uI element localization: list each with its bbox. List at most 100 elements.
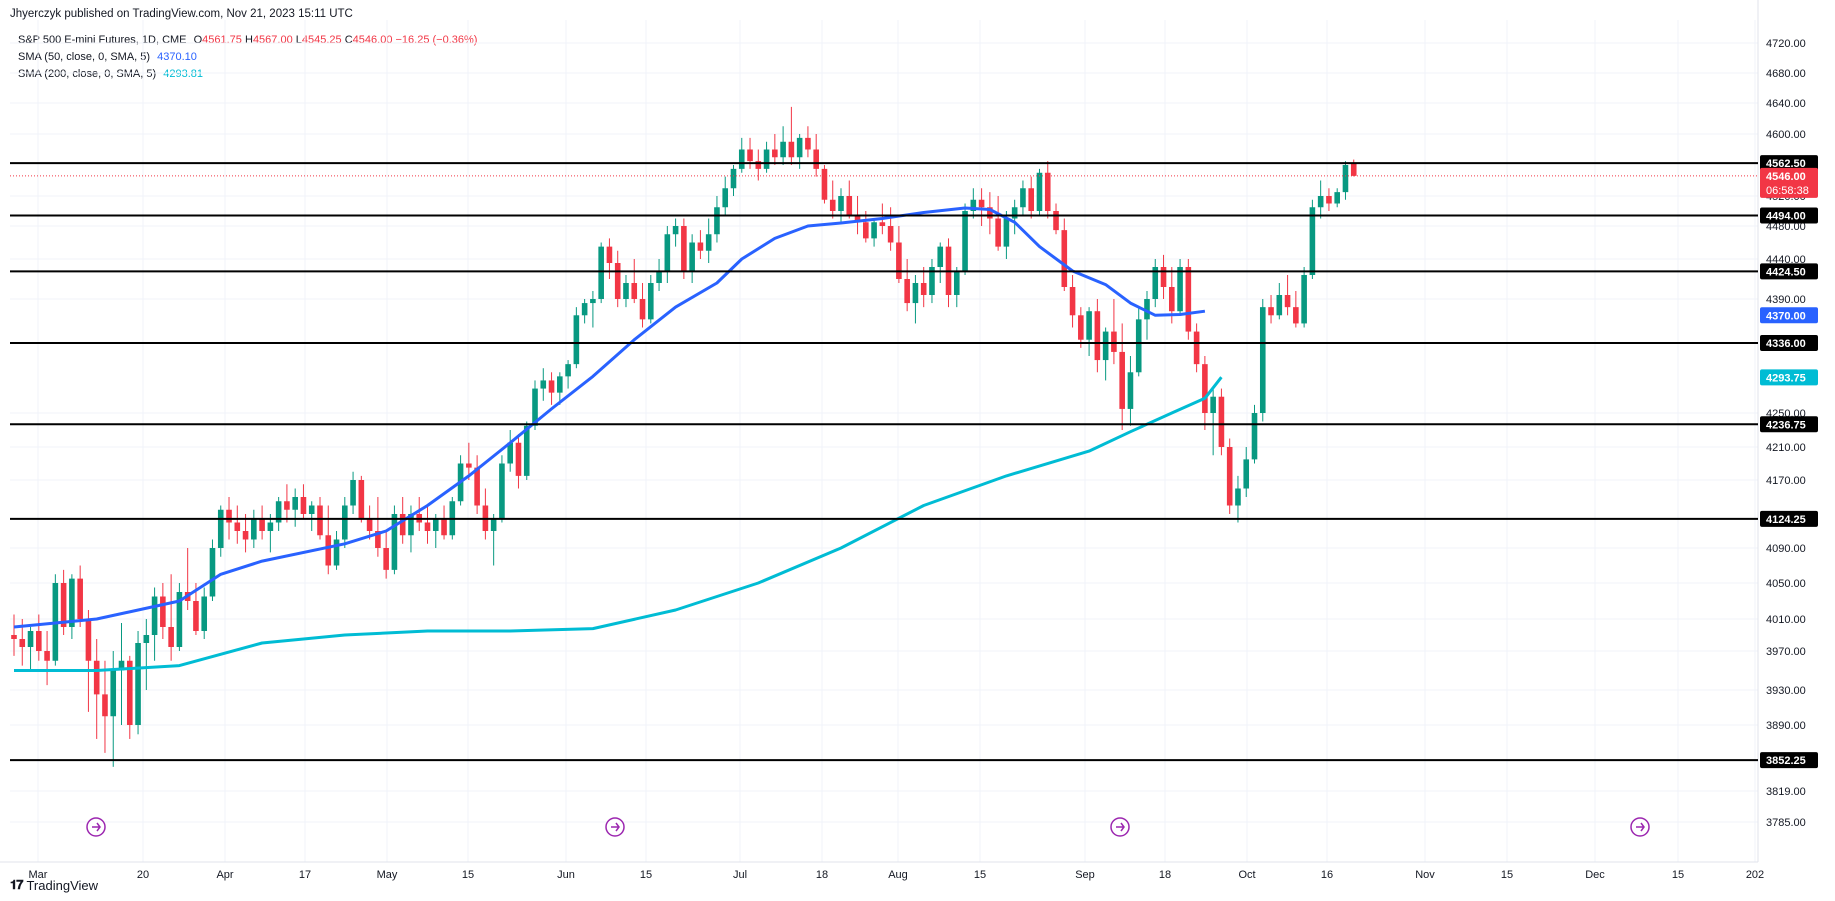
- candle-body: [970, 199, 977, 211]
- candle-body: [705, 234, 712, 251]
- candle-body: [1350, 163, 1357, 176]
- candle-body: [1119, 351, 1125, 409]
- candle-body: [102, 694, 108, 717]
- candle-body: [788, 141, 795, 158]
- candle-body: [85, 619, 92, 661]
- candle-body: [1235, 488, 1241, 506]
- level-price-tag-bg: [1760, 510, 1818, 527]
- time-tick-label: Apr: [216, 869, 233, 881]
- candle-body: [432, 518, 439, 531]
- candle-body: [375, 531, 381, 548]
- candle-body: [656, 271, 662, 283]
- candle-body: [581, 303, 588, 316]
- candle-body: [598, 246, 604, 299]
- candle-body: [920, 283, 927, 295]
- candle-body: [1293, 307, 1299, 324]
- candle-body: [1152, 267, 1159, 299]
- price-tick-label: 4640.00: [1766, 98, 1806, 110]
- sma200-price-tag: 4293.75: [1766, 372, 1806, 384]
- published-caption: Jhyerczyk published on TradingView.com, …: [10, 8, 353, 20]
- candle-body: [300, 497, 307, 514]
- high-label: H: [244, 34, 253, 46]
- candle-body: [176, 592, 183, 647]
- time-tick-label: Nov: [1415, 869, 1435, 881]
- time-tick-label: 18: [1159, 869, 1171, 881]
- last-price-tag: 4546.00: [1766, 171, 1806, 183]
- time-tick-label: 15: [974, 869, 986, 881]
- candle-body: [681, 226, 687, 271]
- time-tick-label: Oct: [1238, 869, 1255, 881]
- price-tick-label: 4390.00: [1766, 294, 1806, 306]
- candle-body: [1334, 192, 1340, 204]
- candle-body: [284, 501, 290, 510]
- candle-body: [896, 242, 902, 279]
- candle-body: [730, 168, 737, 189]
- candle-body: [201, 596, 208, 631]
- candle-body: [573, 315, 580, 365]
- level-price-tag-bg: [1760, 207, 1818, 224]
- sma200-value: 4293.81: [163, 68, 203, 80]
- event-arrow-icon: [1116, 822, 1125, 832]
- candle-body: [1177, 267, 1183, 312]
- event-arrow-icon: [1636, 822, 1645, 832]
- candle-body: [780, 141, 786, 158]
- candle-body: [846, 196, 853, 215]
- level-price-tag: 4562.50: [1766, 158, 1806, 170]
- candle-body: [490, 518, 497, 531]
- candle-body: [1102, 331, 1109, 361]
- candle-body: [606, 246, 613, 263]
- candle-body: [515, 442, 522, 476]
- candle-body: [614, 263, 621, 299]
- candle-body: [36, 631, 42, 651]
- candle-body: [383, 548, 389, 570]
- candle-body: [168, 627, 174, 647]
- candle-body: [317, 505, 323, 536]
- sma50-legend: SMA (50, close, 0, SMA, 5) 4370.10: [18, 51, 197, 63]
- candle-body: [995, 218, 1001, 247]
- candle-body: [548, 380, 555, 393]
- candle-body: [1251, 413, 1258, 460]
- candle-body: [772, 149, 778, 158]
- candle-body: [1342, 165, 1349, 193]
- price-tick-label: 3785.00: [1766, 817, 1806, 829]
- level-price-tag-bg: [1760, 155, 1818, 172]
- candle-body: [854, 214, 861, 223]
- candle-body: [358, 480, 365, 519]
- event-arrow-icon: [611, 822, 620, 832]
- candle-body: [714, 207, 720, 235]
- candle-body: [887, 226, 894, 243]
- time-tick-label: 20: [137, 869, 149, 881]
- candle-body: [813, 149, 819, 169]
- candle-body: [1003, 218, 1010, 247]
- open-label: O: [193, 34, 203, 46]
- price-tick-label: 4170.00: [1766, 475, 1806, 487]
- candle-body: [1061, 230, 1068, 287]
- candle-body: [507, 442, 513, 464]
- candle-body: [1193, 331, 1200, 365]
- candle-body: [647, 283, 654, 320]
- candle-body: [110, 670, 117, 717]
- candle-body: [1078, 315, 1084, 340]
- candle-body: [499, 463, 505, 519]
- low-label: L: [295, 34, 302, 46]
- candle-body: [69, 578, 75, 627]
- candle-body: [821, 168, 828, 200]
- candle-body: [978, 199, 985, 208]
- tradingview-logo-icon: 𝟏𝟕: [10, 877, 24, 892]
- candle-body: [838, 196, 844, 211]
- candle-body: [11, 635, 17, 639]
- candle-body: [565, 364, 571, 377]
- candle-body: [226, 509, 232, 523]
- candle-body: [1135, 319, 1142, 373]
- candle-body: [151, 596, 158, 635]
- price-tick-label: 4720.00: [1766, 38, 1806, 50]
- candle-body: [1053, 211, 1059, 231]
- time-tick-label: Mar: [29, 869, 48, 881]
- candle-body: [308, 505, 315, 514]
- candle-body: [275, 501, 282, 523]
- candle-body: [623, 283, 629, 299]
- candle-body: [879, 222, 886, 226]
- level-price-tag: 4336.00: [1766, 338, 1806, 350]
- candle-body: [523, 425, 530, 476]
